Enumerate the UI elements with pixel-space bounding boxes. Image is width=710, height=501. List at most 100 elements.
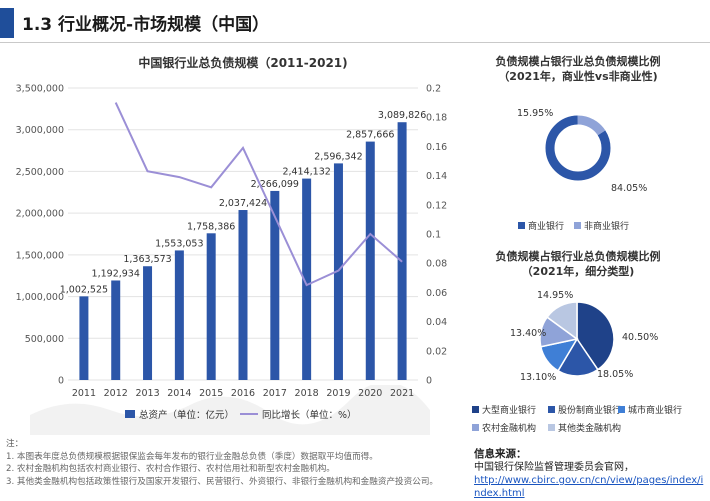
y2-tick-label: 0.14	[426, 171, 447, 182]
y-tick-label: 1,000,000	[16, 292, 64, 303]
growth-line	[114, 102, 403, 287]
y2-tick-label: 0.2	[426, 84, 441, 95]
page-header: 1.3 行业概况-市场规模（中国）	[0, 8, 710, 50]
footnotes: 注： 1. 本图表年度总负债规模根据银保监会每年发布的银行业金融总负债（季度）数…	[6, 438, 476, 488]
footnotes-label: 注：	[6, 439, 24, 449]
donut-title: 负债规模占银行业总负债规模比例	[496, 54, 661, 68]
y-tick-label: 500,000	[25, 334, 64, 345]
source-org: 中国银行保险监督管理委员会官网，	[474, 462, 634, 473]
x-tick-label: 2016	[231, 388, 255, 399]
bar-data-label: 2,596,342	[314, 151, 362, 162]
legend-swatch	[472, 406, 479, 413]
y-tick-label: 1,500,000	[16, 250, 64, 261]
bar	[333, 163, 343, 380]
y2-tick-label: 0.1	[426, 230, 441, 241]
x-tick-label: 2021	[390, 388, 414, 399]
bar-data-label: 2,266,099	[251, 179, 299, 190]
legend-swatch	[518, 222, 525, 229]
donut-data-label: 15.95%	[517, 108, 553, 119]
bar	[174, 250, 184, 380]
pie-legend-label: 其他类金融机构	[558, 422, 621, 434]
bar-data-label: 3,089,826	[378, 110, 426, 121]
y2-tick-label: 0.16	[426, 142, 447, 153]
bar	[79, 296, 89, 380]
bar	[270, 190, 280, 380]
legend-label-bar: 总资产（单位：亿元）	[139, 409, 234, 421]
donut-legend-label: 商业银行	[528, 220, 564, 232]
donut-data-label: 84.05%	[611, 183, 647, 194]
x-tick-label: 2012	[104, 388, 128, 399]
header-divider	[0, 42, 710, 43]
x-tick-label: 2015	[199, 388, 223, 399]
x-tick-label: 2017	[263, 388, 287, 399]
bar	[143, 266, 153, 380]
source-info: 信息来源： 中国银行保险监督管理委员会官网， http://www.cbirc.…	[474, 448, 704, 500]
pie-slice	[557, 337, 599, 377]
x-tick-label: 2013	[135, 388, 159, 399]
x-tick-label: 2014	[167, 388, 191, 399]
x-tick-label: 2019	[326, 388, 350, 399]
pie-legend-label: 大型商业银行	[482, 404, 536, 416]
legend-label-line: 同比增长（单位：%）	[262, 409, 357, 421]
bar	[206, 233, 216, 380]
y2-tick-label: 0.06	[426, 288, 447, 299]
y2-tick-label: 0.12	[426, 200, 447, 211]
legend-swatch	[548, 424, 555, 431]
bar	[111, 280, 121, 380]
legend-swatch	[548, 406, 555, 413]
pie-data-label: 14.95%	[537, 290, 573, 301]
pie-title: （2021年，细分类型)	[522, 264, 635, 278]
pie-data-label: 13.40%	[510, 328, 546, 339]
x-tick-label: 2011	[72, 388, 96, 399]
donut-slice	[545, 115, 611, 181]
pie-legend-label: 城市商业银行	[628, 404, 682, 416]
bar-data-label: 1,002,525	[60, 284, 108, 295]
source-title: 信息来源：	[474, 448, 527, 460]
footnote-item: 1. 本图表年度总负债规模根据银保监会每年发布的银行业金融总负债（季度）数据取平…	[6, 451, 378, 462]
donut-legend-label: 非商业银行	[584, 220, 629, 232]
bar-data-label: 1,553,053	[155, 238, 203, 249]
footnote-item: 2. 农村金融机构包括农村商业银行、农村合作银行、农村信用社和新型农村金融机构。	[6, 464, 335, 474]
pie-slice	[546, 301, 578, 341]
pie-data-label: 13.10%	[520, 372, 556, 383]
pie-title: 负债规模占银行业总负债规模比例	[496, 249, 661, 263]
source-link[interactable]: http://www.cbirc.gov.cn/cn/view/pages/in…	[474, 475, 704, 499]
bar-data-label: 2,037,424	[219, 198, 267, 209]
y-tick-label: 3,000,000	[16, 125, 64, 136]
y-tick-label: 3,500,000	[16, 84, 64, 95]
header-accent-bar	[0, 8, 14, 38]
legend-swatch-bar	[125, 410, 135, 418]
bar-data-label: 1,363,573	[123, 254, 171, 265]
x-tick-label: 2018	[295, 388, 319, 399]
page-title: 1.3 行业概况-市场规模（中国）	[22, 15, 270, 35]
pie-data-label: 40.50%	[622, 332, 658, 343]
bar-chart-title: 中国银行业总负债规模（2011-2021)	[138, 55, 347, 70]
bar-data-label: 2,414,132	[282, 167, 330, 178]
x-tick-label: 2020	[358, 388, 382, 399]
bar-data-label: 2,857,666	[346, 130, 394, 141]
bar-data-label: 1,192,934	[92, 268, 140, 279]
bar-data-label: 1,758,386	[187, 221, 235, 232]
donut-slice	[545, 115, 611, 181]
legend-swatch	[472, 424, 479, 431]
pie-data-label: 18.05%	[597, 369, 633, 380]
y2-tick-label: 0.18	[426, 113, 447, 124]
y2-tick-label: 0	[426, 376, 432, 387]
charts-canvas: 中国银行业总负债规模（2011-2021)0500,0001,000,0001,…	[16, 54, 682, 434]
bar	[365, 141, 375, 380]
bar	[397, 122, 407, 381]
pie-legend-label: 农村金融机构	[482, 422, 536, 434]
map-watermark	[30, 385, 430, 435]
bar	[238, 210, 248, 380]
y-tick-label: 2,000,000	[16, 209, 64, 220]
footnote-item: 3. 其他类金融机构包括政策性银行及国家开发银行、民营银行、外资银行、非银行金融…	[6, 476, 439, 487]
y2-tick-label: 0.08	[426, 259, 447, 270]
y-tick-label: 2,500,000	[16, 167, 64, 178]
donut-title: （2021年，商业性vs非商业性)	[498, 69, 657, 83]
pie-legend-label: 股份制商业银行	[558, 404, 621, 416]
pie-slice	[576, 301, 615, 371]
bar	[302, 178, 312, 380]
legend-swatch	[618, 406, 625, 413]
y2-tick-label: 0.04	[426, 317, 447, 328]
y2-tick-label: 0.02	[426, 346, 447, 357]
